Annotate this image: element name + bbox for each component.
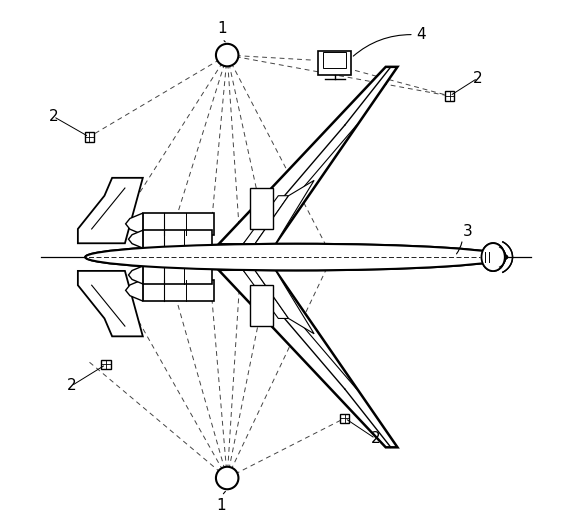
- Bar: [445, 91, 454, 100]
- Polygon shape: [143, 266, 212, 284]
- Polygon shape: [243, 196, 288, 245]
- Text: 3: 3: [462, 224, 472, 239]
- Text: 1: 1: [217, 498, 227, 513]
- Text: 1: 1: [217, 21, 227, 36]
- Text: 2: 2: [371, 431, 380, 446]
- Ellipse shape: [482, 243, 505, 271]
- Bar: [85, 132, 94, 141]
- Ellipse shape: [85, 244, 507, 270]
- Polygon shape: [255, 269, 314, 334]
- Polygon shape: [143, 213, 214, 235]
- Text: 2: 2: [49, 109, 58, 124]
- Polygon shape: [78, 178, 143, 243]
- Text: 2: 2: [473, 70, 483, 85]
- Polygon shape: [143, 280, 214, 301]
- Polygon shape: [129, 230, 143, 248]
- Text: 2: 2: [66, 379, 76, 394]
- Bar: [101, 360, 110, 369]
- Polygon shape: [243, 269, 288, 319]
- Polygon shape: [219, 269, 398, 448]
- Circle shape: [216, 467, 239, 490]
- Circle shape: [216, 44, 239, 66]
- Polygon shape: [250, 188, 273, 229]
- Polygon shape: [126, 213, 143, 235]
- Polygon shape: [219, 67, 398, 245]
- Polygon shape: [126, 280, 143, 301]
- Polygon shape: [255, 180, 314, 245]
- Polygon shape: [129, 266, 143, 284]
- Polygon shape: [250, 285, 273, 326]
- Ellipse shape: [85, 244, 507, 270]
- Bar: [340, 413, 349, 423]
- Polygon shape: [143, 230, 212, 248]
- Bar: [318, 51, 351, 75]
- Bar: [323, 52, 346, 68]
- Text: 4: 4: [416, 27, 426, 42]
- Polygon shape: [78, 271, 143, 336]
- Ellipse shape: [482, 243, 505, 271]
